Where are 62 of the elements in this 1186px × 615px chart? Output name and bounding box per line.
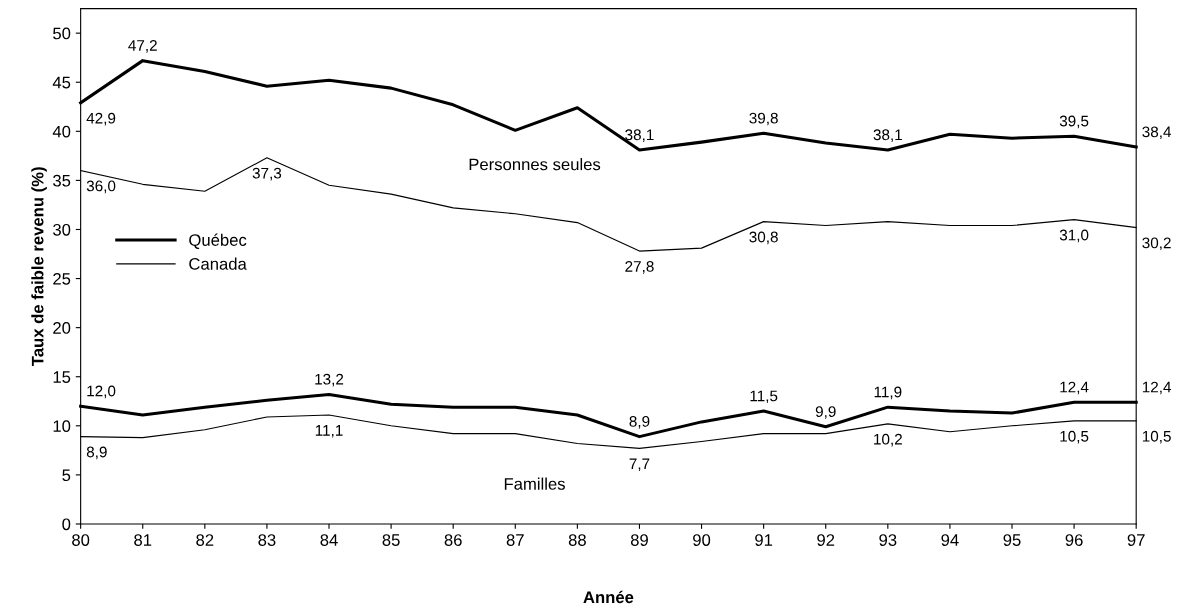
x-tick-label: 80 [72, 534, 90, 546]
x-tick-label: 94 [941, 534, 959, 546]
legend-label: Canada [189, 257, 247, 270]
x-axis-title: Année [583, 590, 634, 604]
data-label: 10,5 [1142, 430, 1171, 444]
data-label: 7,7 [629, 458, 650, 471]
x-tick-label: 88 [568, 534, 586, 546]
data-label: 39,5 [1059, 115, 1089, 129]
data-label: 9,9 [815, 406, 836, 419]
data-label: 47,2 [128, 40, 157, 53]
data-label: 8,9 [629, 416, 650, 429]
data-label: 36,0 [86, 180, 116, 194]
annotation: Personnes seules [469, 158, 601, 171]
x-tick-label: 86 [444, 534, 462, 546]
y-tick-label: 50 [53, 27, 71, 40]
x-tick-label: 87 [506, 534, 524, 546]
x-tick-label: 90 [693, 534, 711, 546]
x-tick-label: 91 [755, 534, 773, 546]
y-tick-label: 40 [52, 125, 71, 138]
x-tick-label: 85 [382, 534, 400, 546]
data-label: 10,5 [1060, 430, 1089, 444]
data-label: 37,3 [252, 167, 282, 181]
x-tick-label: 95 [1003, 534, 1021, 546]
y-tick-label: 0 [62, 518, 71, 531]
data-label: 30,2 [1142, 237, 1171, 251]
x-tick-label: 83 [258, 534, 276, 546]
x-tick-label: 89 [630, 534, 648, 546]
data-label: 38,4 [1142, 126, 1172, 140]
y-tick-label: 30 [53, 223, 71, 236]
x-tick-label: 96 [1065, 534, 1083, 546]
data-label: 27,8 [625, 261, 654, 274]
data-label: 38,1 [873, 129, 902, 142]
x-tick-label: 92 [817, 534, 835, 546]
legend-label: Québec [189, 233, 247, 249]
x-tick-label: 93 [879, 534, 897, 546]
x-tick-label: 97 [1127, 534, 1145, 546]
y-tick-label: 10 [53, 420, 71, 433]
y-tick-label: 25 [53, 272, 71, 285]
data-label: 31,0 [1059, 229, 1089, 243]
data-label: 30,8 [749, 231, 778, 245]
data-label: 11,1 [315, 425, 343, 438]
data-label: 12,4 [1060, 381, 1089, 395]
data-label: 39,8 [749, 112, 778, 126]
y-tick-label: 45 [52, 76, 71, 89]
data-label: 11,9 [874, 386, 902, 400]
data-label: 42,9 [86, 112, 116, 126]
y-tick-label: 35 [53, 174, 71, 187]
x-tick-label: 81 [134, 534, 152, 546]
data-label: 10,2 [874, 433, 902, 447]
x-tick-label: 84 [320, 534, 338, 546]
data-label: 12,4 [1142, 381, 1172, 395]
data-label: 12,0 [87, 385, 116, 399]
data-label: 38,1 [625, 129, 654, 142]
data-label: 13,2 [315, 373, 344, 387]
annotation: Familles [504, 477, 565, 490]
x-tick-label: 82 [196, 534, 214, 546]
y-axis-title: Taux de faible revenu (%) [31, 167, 47, 366]
data-label: 8,9 [86, 446, 107, 460]
data-label: 11,5 [750, 390, 778, 404]
y-tick-label: 20 [53, 322, 71, 334]
y-tick-label: 15 [53, 371, 71, 383]
y-tick-label: 5 [62, 469, 71, 482]
